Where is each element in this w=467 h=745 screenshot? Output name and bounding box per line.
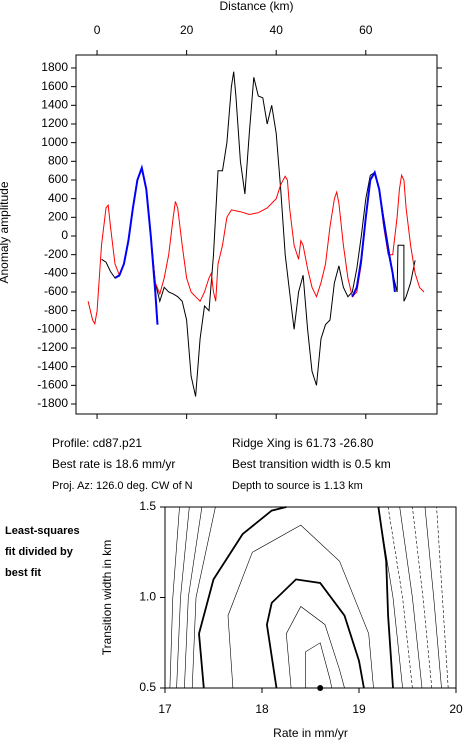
note: best fit [5,567,41,579]
y-axis-label: Anomaly amplitude [0,181,11,283]
contour-line [265,578,365,689]
y-tick-label: 600 [48,172,68,186]
annotation: Depth to source is 1.13 km [232,480,363,492]
contour-line [305,642,333,689]
contour-line [424,506,442,689]
annotation: Profile: cd87.p21 [52,436,142,450]
contour-line [227,524,374,689]
y-tick-label: -600 [44,284,68,298]
contour-line [191,506,216,689]
contour-line [169,506,180,689]
y-tick-label: 1.0 [139,590,156,604]
x-axis-label: Distance (km) [219,0,293,13]
annotation: Best transition width is 0.5 km [232,457,391,471]
y-tick-label: 1.5 [139,499,156,513]
y-tick-label: 1200 [41,116,68,130]
contour-line [399,506,423,689]
note: Least-squares [5,525,80,537]
y-tick-label: -200 [44,247,68,261]
annotation: Best rate is 18.6 mm/yr [52,457,175,471]
contour-line [285,606,345,689]
y-axis-label: Transition width in km [100,540,114,656]
x-tick-label: 18 [255,702,269,716]
contour-line [176,506,190,689]
y-tick-label: 1800 [41,60,68,74]
x-tick-label: 60 [359,23,373,37]
y-tick-label: 400 [48,191,68,205]
x-tick-label: 19 [352,702,366,716]
data-line [87,167,425,326]
y-tick-label: 1400 [41,97,68,111]
contour-line [377,506,394,689]
y-tick-label: -400 [44,266,68,280]
y-tick-label: 0 [61,228,68,242]
y-tick-label: 0.5 [139,680,156,694]
x-axis-label: Rate in mm/yr [273,726,348,740]
y-tick-label: 1000 [41,135,68,149]
y-tick-label: 1600 [41,79,68,93]
annotation: Proj. Az: 126.0 deg. CW of N [52,480,193,492]
y-tick-label: -1400 [37,359,68,373]
contour-line [198,506,287,689]
y-tick-label: 200 [48,209,68,223]
y-tick-label: -1000 [37,322,68,336]
x-tick-label: 17 [158,702,172,716]
y-tick-label: -1600 [37,378,68,392]
data-line [114,164,396,325]
y-tick-label: 800 [48,153,68,167]
x-tick-label: 40 [270,23,284,37]
plot-frame [75,54,438,415]
contour-line [378,506,403,689]
contour-line [436,506,449,689]
note: fit divided by [5,546,74,558]
contour-line [412,506,433,689]
contour-line [184,506,203,689]
x-tick-label: 20 [180,23,194,37]
y-tick-label: -800 [44,303,68,317]
x-tick-label: 0 [94,23,101,37]
x-tick-label: 20 [449,702,463,716]
y-tick-label: -1800 [37,396,68,410]
annotation: Ridge Xing is 61.73 -26.80 [232,436,374,450]
y-tick-label: -1200 [37,340,68,354]
best-fit-point [317,685,324,691]
contour-line [387,506,413,689]
data-line [101,71,416,397]
